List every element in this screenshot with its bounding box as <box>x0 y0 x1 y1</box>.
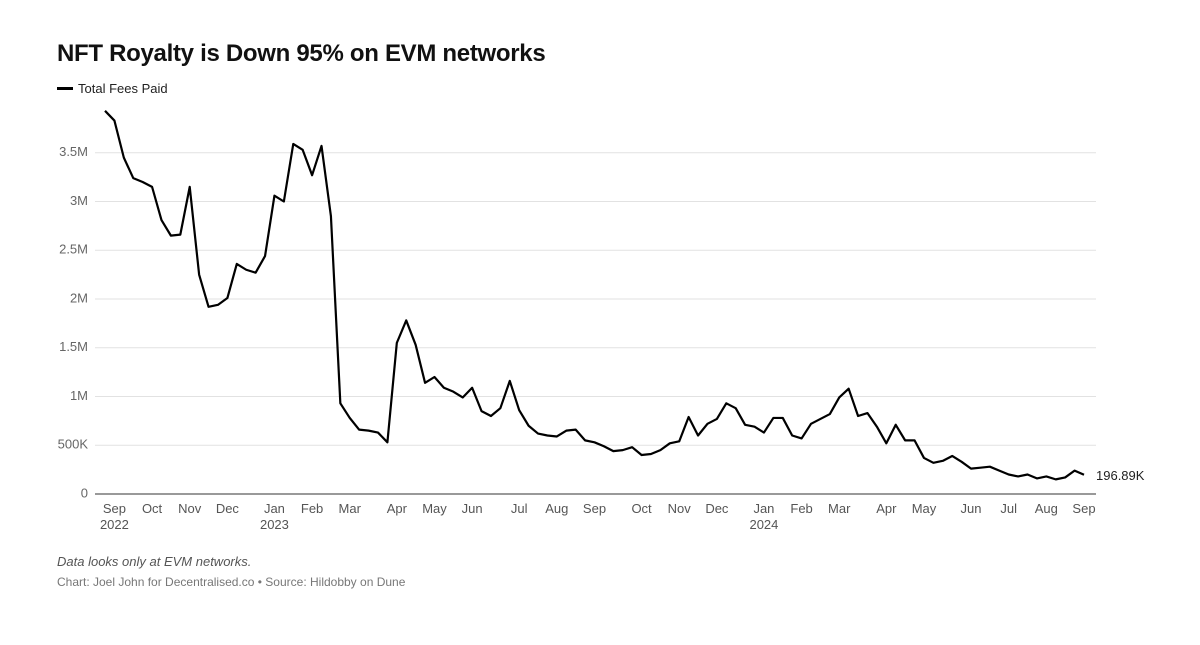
x-tick-label: Mar <box>338 501 361 516</box>
y-tick-label: 3M <box>70 193 88 208</box>
x-tick-label: Jun <box>461 501 483 516</box>
x-tick-label: Nov <box>667 501 691 516</box>
y-tick-label: 1.5M <box>59 339 88 354</box>
x-tick-label: Jul <box>510 501 528 516</box>
y-tick-label: 500K <box>58 437 89 452</box>
x-tick-label: Sep <box>1072 501 1096 516</box>
legend-label: Total Fees Paid <box>78 81 168 96</box>
caption: Data looks only at EVM networks. <box>57 554 252 569</box>
y-tick-label: 0 <box>81 485 88 500</box>
chart-title: NFT Royalty is Down 95% on EVM networks <box>57 40 546 67</box>
x-tick-label: May <box>911 501 937 516</box>
y-tick-label: 1M <box>70 388 88 403</box>
x-tick-label: Feb <box>300 501 324 516</box>
x-tick-label: Mar <box>828 501 851 516</box>
x-tick-label: Sep <box>582 501 607 516</box>
x-tick-label: Sep 2022 <box>99 501 129 532</box>
x-tick-label: Nov <box>178 501 202 516</box>
x-tick-label: Apr <box>386 501 407 516</box>
y-tick-label: 2M <box>70 290 88 305</box>
x-tick-label: Aug <box>545 501 569 516</box>
x-tick-label: Jan 2024 <box>749 501 779 532</box>
x-tick-label: Jun <box>960 501 982 516</box>
line <box>104 110 1085 481</box>
x-tick-label: Dec <box>705 501 729 516</box>
x-tick-label: Oct <box>141 501 163 516</box>
x-tick-label: Aug <box>1034 501 1058 516</box>
x-tick-label: Apr <box>876 501 897 516</box>
legend: Total Fees Paid <box>57 81 168 96</box>
x-tick-label: Feb <box>790 501 813 516</box>
y-tick-label: 3.5M <box>59 144 88 159</box>
x-tick-label: Oct <box>631 501 652 516</box>
data-label: 196.89K <box>1096 468 1145 483</box>
x-tick-label: Dec <box>215 501 239 516</box>
x-tick-label: May <box>422 501 447 516</box>
y-tick-label: 2.5M <box>59 242 88 257</box>
source: Chart: Joel John for Decentralised.co • … <box>57 575 406 589</box>
x-tick-label: Jan 2023 <box>259 501 289 532</box>
legend-swatch <box>57 87 73 90</box>
x-tick-label: Jul <box>1000 501 1017 516</box>
